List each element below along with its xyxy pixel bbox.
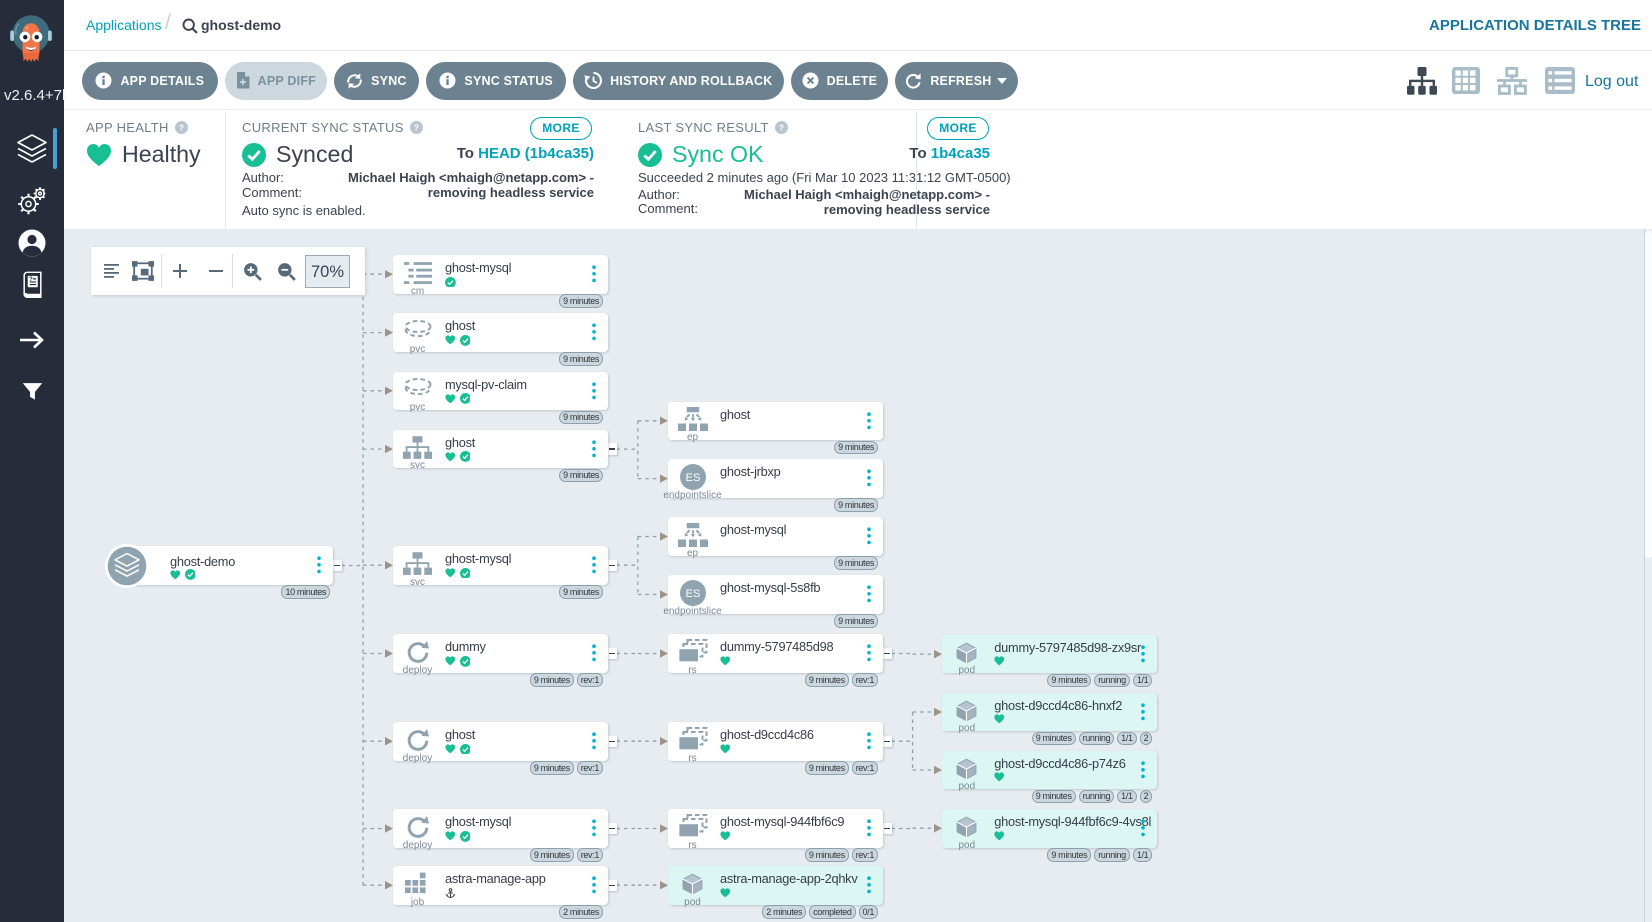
svg-text:?: ?	[29, 276, 33, 283]
svg-text:ES: ES	[685, 588, 700, 600]
svg-text:?: ?	[779, 123, 785, 133]
svg-text:?: ?	[413, 123, 419, 133]
svg-text:ES: ES	[685, 473, 700, 485]
svg-text:?: ?	[178, 123, 184, 133]
